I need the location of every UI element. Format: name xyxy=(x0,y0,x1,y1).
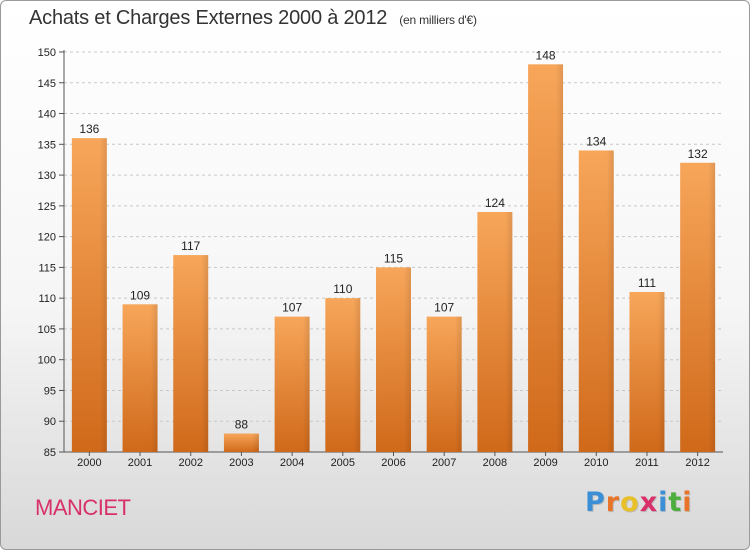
x-tick-label: 2010 xyxy=(584,457,608,469)
y-tick-label: 150 xyxy=(38,47,56,59)
value-labels: 136 109 117 88 107 110 115 107 124 148 134 111 132 xyxy=(79,48,708,431)
y-tick-label: 125 xyxy=(38,201,56,213)
logo-letter: i xyxy=(682,487,693,518)
bar-shade xyxy=(71,138,107,452)
logo-letter: o xyxy=(620,487,640,518)
bar-shade xyxy=(426,316,462,452)
bar-value-label: 136 xyxy=(79,122,99,136)
commune-name: MANCIET xyxy=(35,495,131,520)
y-tick-label: 110 xyxy=(38,293,56,305)
bar-shade xyxy=(477,212,513,452)
bar-value-label: 148 xyxy=(536,48,556,62)
chart-title-text: Achats et Charges Externes 2000 à 2012 xyxy=(29,7,388,29)
bars xyxy=(71,64,716,453)
x-tick-label: 2006 xyxy=(381,457,405,469)
bar-value-label: 109 xyxy=(130,288,150,302)
x-tick-label: 2009 xyxy=(533,457,557,469)
x-tick-label: 2004 xyxy=(280,457,304,469)
bar-shade xyxy=(274,316,310,452)
logo-letter: x xyxy=(639,487,659,518)
bar-value-label: 134 xyxy=(586,134,606,148)
bar-shade xyxy=(629,292,665,452)
bar-shade xyxy=(680,162,716,452)
bar-shade xyxy=(376,267,411,452)
bar-value-label: 124 xyxy=(485,196,505,210)
x-tick-label: 2003 xyxy=(229,457,253,469)
y-tick-label: 135 xyxy=(38,139,56,151)
bar-value-label: 110 xyxy=(333,282,352,296)
bar-value-label: 132 xyxy=(688,147,708,161)
x-tick-label: 2001 xyxy=(128,457,152,469)
bar-shade xyxy=(173,255,209,452)
logo-letter: i xyxy=(658,487,669,518)
y-tick-label: 130 xyxy=(38,170,56,182)
bar-shade xyxy=(223,433,259,452)
y-tick-label: 140 xyxy=(38,109,56,121)
y-tick-label: 105 xyxy=(38,324,56,336)
bar-value-label: 107 xyxy=(282,301,302,315)
x-tick-label: 2005 xyxy=(331,457,355,469)
bar-shade xyxy=(122,304,158,452)
logo-letter: t xyxy=(668,487,683,518)
x-tick-label: 2011 xyxy=(635,457,659,469)
proxiti-logo: Proxiti xyxy=(585,487,693,518)
bar-value-label: 88 xyxy=(235,418,249,432)
bar-shade xyxy=(325,298,361,452)
bar-value-label: 115 xyxy=(384,251,403,265)
y-tick-label: 90 xyxy=(44,416,56,428)
bar-shade xyxy=(528,64,564,453)
bar-value-label: 111 xyxy=(638,276,657,290)
logo-letter: P xyxy=(585,487,606,518)
chart-subtitle: (en milliers d'€) xyxy=(399,13,477,27)
y-tick-label: 85 xyxy=(44,447,56,459)
x-tick-label: 2000 xyxy=(77,457,101,469)
logo-letter: r xyxy=(605,487,621,518)
bar-value-label: 107 xyxy=(434,301,454,315)
x-tick-labels: 2000 2001 2002 2003 2004 2005 2006 2007 2008 2009… xyxy=(77,457,710,469)
y-tick-label: 145 xyxy=(38,78,56,90)
y-tick-label: 100 xyxy=(38,355,56,367)
bar-shade xyxy=(578,150,614,452)
x-tick-label: 2008 xyxy=(483,457,507,469)
x-tick-label: 2012 xyxy=(685,457,709,469)
bar-value-label: 117 xyxy=(181,239,200,253)
y-tick-label: 120 xyxy=(38,232,56,244)
y-tick-label: 95 xyxy=(44,385,56,397)
y-tick-label: 115 xyxy=(38,262,56,274)
x-tick-label: 2002 xyxy=(178,457,202,469)
chart-title: Achats et Charges Externes 2000 à 2012 (e… xyxy=(29,7,477,30)
x-tick-label: 2007 xyxy=(432,457,456,469)
y-tick-labels: 85 90 95 100 105 110 115 120 125 130 135 140 145 150 xyxy=(38,47,56,459)
